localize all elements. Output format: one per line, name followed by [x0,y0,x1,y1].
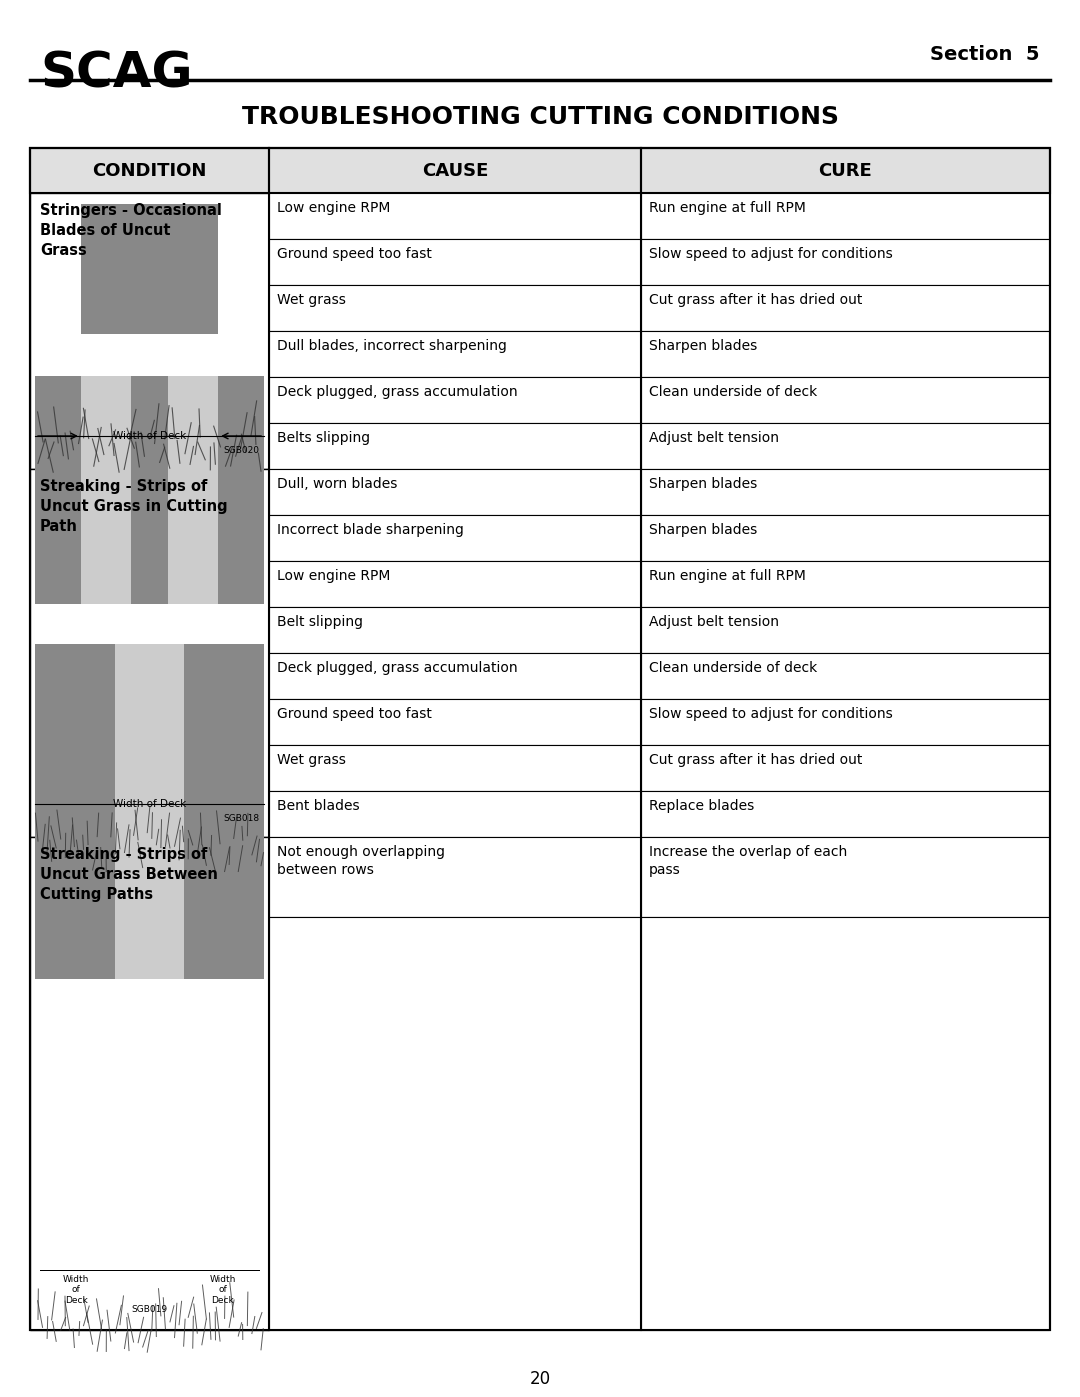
Bar [30,469,269,837]
Text: Slow speed to adjust for conditions: Slow speed to adjust for conditions [649,707,893,721]
Text: CURE: CURE [819,162,872,179]
Text: 20: 20 [529,1370,551,1389]
Text: Width of Deck: Width of Deck [113,799,186,809]
Bar [269,652,642,698]
Bar [116,644,184,979]
Text: Streaking - Strips of
Uncut Grass in Cutting
Path: Streaking - Strips of Uncut Grass in Cut… [40,479,228,534]
Text: Adjust belt tension: Adjust belt tension [649,432,779,446]
Bar [642,745,1049,791]
Text: Cut grass after it has dried out: Cut grass after it has dried out [649,293,862,307]
Bar [642,837,1049,916]
Text: Low engine RPM: Low engine RPM [276,569,390,583]
Text: SGB018: SGB018 [222,814,259,823]
Text: SGB020: SGB020 [222,446,259,455]
Bar [30,837,269,1330]
Text: Belt slipping: Belt slipping [276,615,363,629]
Bar [269,239,642,285]
Text: Sharpen blades: Sharpen blades [649,476,757,490]
Text: Clean underside of deck: Clean underside of deck [649,661,818,675]
Bar [30,148,1050,1330]
Text: Width
of
Deck: Width of Deck [63,1275,90,1305]
Text: TROUBLESHOOTING CUTTING CONDITIONS: TROUBLESHOOTING CUTTING CONDITIONS [242,105,838,129]
Bar [30,148,1050,1330]
Text: Low engine RPM: Low engine RPM [276,201,390,215]
Text: SCAG: SCAG [40,50,192,98]
Bar [269,791,642,837]
Bar [269,515,642,562]
Bar [35,644,264,979]
Bar [269,193,642,239]
Text: CAUSE: CAUSE [422,162,488,179]
Text: Dull, worn blades: Dull, worn blades [276,476,397,490]
Text: Width of Deck: Width of Deck [113,432,186,441]
Bar [642,916,1049,1330]
Bar [642,515,1049,562]
Bar [642,608,1049,652]
Bar [269,331,642,377]
Bar [269,285,642,331]
Text: Cut grass after it has dried out: Cut grass after it has dried out [649,753,862,767]
Bar [269,916,642,1330]
Text: Section  5: Section 5 [931,45,1040,64]
Bar [269,562,642,608]
Bar [269,423,642,469]
Text: Run engine at full RPM: Run engine at full RPM [649,201,806,215]
Bar [642,652,1049,698]
Text: Increase the overlap of each
pass: Increase the overlap of each pass [649,845,847,877]
Bar [269,745,642,791]
Bar [269,469,642,515]
Text: Not enough overlapping
between rows: Not enough overlapping between rows [276,845,445,877]
Text: Deck plugged, grass accumulation: Deck plugged, grass accumulation [276,661,517,675]
Bar [35,376,264,604]
Bar [269,377,642,423]
Text: Dull blades, incorrect sharpening: Dull blades, incorrect sharpening [276,339,507,353]
Text: Clean underside of deck: Clean underside of deck [649,386,818,400]
Text: SGB019: SGB019 [132,1305,167,1315]
Bar [642,423,1049,469]
Text: Bent blades: Bent blades [276,799,360,813]
Text: Streaking - Strips of
Uncut Grass Between
Cutting Paths: Streaking - Strips of Uncut Grass Betwee… [40,847,218,901]
Text: Wet grass: Wet grass [276,293,346,307]
Text: Adjust belt tension: Adjust belt tension [649,615,779,629]
Bar [269,837,642,916]
Text: Sharpen blades: Sharpen blades [649,339,757,353]
Bar [30,148,1050,193]
Bar [642,377,1049,423]
Text: Replace blades: Replace blades [649,799,754,813]
Bar [642,469,1049,515]
Bar [642,239,1049,285]
Text: Incorrect blade sharpening: Incorrect blade sharpening [276,522,464,536]
Bar [642,562,1049,608]
Bar [81,376,131,604]
Text: Run engine at full RPM: Run engine at full RPM [649,569,806,583]
Text: Stringers - Occasional
Blades of Uncut
Grass: Stringers - Occasional Blades of Uncut G… [40,203,221,257]
Text: Deck plugged, grass accumulation: Deck plugged, grass accumulation [276,386,517,400]
Bar [269,698,642,745]
Bar [642,698,1049,745]
Text: Width
of
Deck: Width of Deck [210,1275,235,1305]
Text: Ground speed too fast: Ground speed too fast [276,707,432,721]
Bar [81,204,218,334]
Text: CONDITION: CONDITION [92,162,206,179]
Bar [642,791,1049,837]
Bar [642,285,1049,331]
Text: Belts slipping: Belts slipping [276,432,370,446]
Bar [167,376,218,604]
Bar [30,193,269,469]
Text: Sharpen blades: Sharpen blades [649,522,757,536]
Text: Slow speed to adjust for conditions: Slow speed to adjust for conditions [649,247,893,261]
Text: Ground speed too fast: Ground speed too fast [276,247,432,261]
Bar [269,608,642,652]
Bar [642,331,1049,377]
Bar [642,193,1049,239]
Text: Wet grass: Wet grass [276,753,346,767]
